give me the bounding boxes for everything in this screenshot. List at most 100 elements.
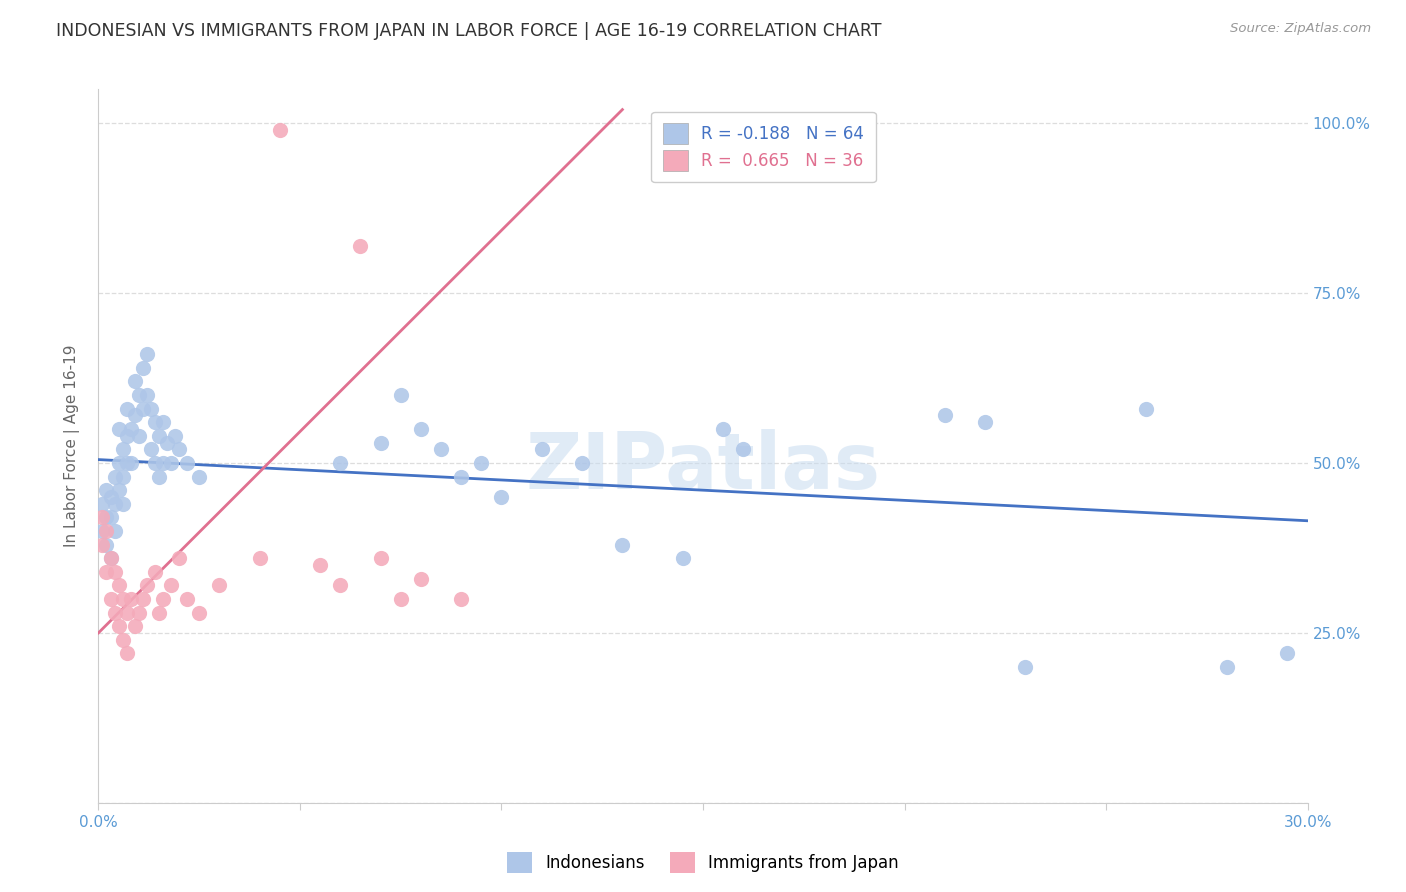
Point bbox=[148, 606, 170, 620]
Point bbox=[167, 442, 190, 457]
Point bbox=[1014, 660, 1036, 674]
Point bbox=[733, 442, 755, 457]
Point bbox=[111, 469, 134, 483]
Point bbox=[389, 388, 412, 402]
Point bbox=[115, 646, 138, 660]
Point bbox=[430, 442, 453, 457]
Point bbox=[143, 456, 166, 470]
Point bbox=[329, 456, 352, 470]
Point bbox=[249, 551, 271, 566]
Point bbox=[111, 497, 134, 511]
Point bbox=[132, 401, 155, 416]
Point bbox=[139, 442, 162, 457]
Point bbox=[124, 619, 146, 633]
Point bbox=[91, 510, 114, 524]
Point bbox=[115, 429, 138, 443]
Point bbox=[124, 409, 146, 423]
Legend: R = -0.188   N = 64, R =  0.665   N = 36: R = -0.188 N = 64, R = 0.665 N = 36 bbox=[651, 112, 876, 183]
Point bbox=[107, 483, 129, 498]
Point bbox=[128, 429, 150, 443]
Point bbox=[103, 497, 125, 511]
Point bbox=[115, 401, 138, 416]
Point bbox=[152, 415, 174, 429]
Point bbox=[96, 565, 118, 579]
Point bbox=[115, 606, 138, 620]
Point bbox=[115, 456, 138, 470]
Point bbox=[107, 619, 129, 633]
Point bbox=[450, 469, 472, 483]
Point bbox=[409, 422, 432, 436]
Point bbox=[96, 510, 118, 524]
Point bbox=[111, 591, 134, 606]
Point bbox=[120, 422, 142, 436]
Point bbox=[934, 409, 956, 423]
Legend: Indonesians, Immigrants from Japan: Indonesians, Immigrants from Japan bbox=[501, 846, 905, 880]
Point bbox=[124, 375, 146, 389]
Point bbox=[91, 497, 114, 511]
Point bbox=[96, 483, 118, 498]
Point bbox=[152, 591, 174, 606]
Point bbox=[100, 551, 122, 566]
Text: ZIPatlas: ZIPatlas bbox=[526, 429, 880, 506]
Point bbox=[148, 429, 170, 443]
Point bbox=[188, 606, 211, 620]
Point bbox=[143, 415, 166, 429]
Point bbox=[96, 524, 118, 538]
Point bbox=[160, 578, 183, 592]
Point bbox=[143, 565, 166, 579]
Point bbox=[135, 347, 157, 361]
Point bbox=[103, 469, 125, 483]
Point bbox=[103, 524, 125, 538]
Point bbox=[163, 429, 186, 443]
Point bbox=[470, 456, 492, 470]
Point bbox=[100, 591, 122, 606]
Text: Source: ZipAtlas.com: Source: ZipAtlas.com bbox=[1230, 22, 1371, 36]
Point bbox=[176, 456, 198, 470]
Point bbox=[91, 537, 114, 551]
Point bbox=[309, 558, 332, 572]
Point bbox=[111, 442, 134, 457]
Point bbox=[1135, 401, 1157, 416]
Point bbox=[139, 401, 162, 416]
Point bbox=[167, 551, 190, 566]
Point bbox=[156, 435, 179, 450]
Point bbox=[370, 551, 392, 566]
Point bbox=[128, 606, 150, 620]
Point bbox=[188, 469, 211, 483]
Point bbox=[96, 537, 118, 551]
Point bbox=[107, 422, 129, 436]
Point bbox=[100, 510, 122, 524]
Point bbox=[208, 578, 231, 592]
Point bbox=[1277, 646, 1299, 660]
Point bbox=[450, 591, 472, 606]
Point bbox=[100, 490, 122, 504]
Point bbox=[100, 551, 122, 566]
Point bbox=[91, 524, 114, 538]
Point bbox=[135, 388, 157, 402]
Point bbox=[269, 123, 291, 137]
Point bbox=[128, 388, 150, 402]
Point bbox=[135, 578, 157, 592]
Y-axis label: In Labor Force | Age 16-19: In Labor Force | Age 16-19 bbox=[63, 344, 80, 548]
Point bbox=[152, 456, 174, 470]
Point bbox=[107, 578, 129, 592]
Point bbox=[349, 238, 371, 252]
Point bbox=[132, 360, 155, 375]
Point bbox=[1216, 660, 1239, 674]
Point bbox=[409, 572, 432, 586]
Point bbox=[612, 537, 634, 551]
Point bbox=[370, 435, 392, 450]
Point bbox=[389, 591, 412, 606]
Point bbox=[120, 591, 142, 606]
Point bbox=[491, 490, 513, 504]
Point bbox=[530, 442, 553, 457]
Point bbox=[132, 591, 155, 606]
Point bbox=[711, 422, 734, 436]
Point bbox=[672, 551, 695, 566]
Point bbox=[103, 606, 125, 620]
Point bbox=[107, 456, 129, 470]
Point bbox=[974, 415, 997, 429]
Point bbox=[120, 456, 142, 470]
Point bbox=[111, 632, 134, 647]
Text: INDONESIAN VS IMMIGRANTS FROM JAPAN IN LABOR FORCE | AGE 16-19 CORRELATION CHART: INDONESIAN VS IMMIGRANTS FROM JAPAN IN L… bbox=[56, 22, 882, 40]
